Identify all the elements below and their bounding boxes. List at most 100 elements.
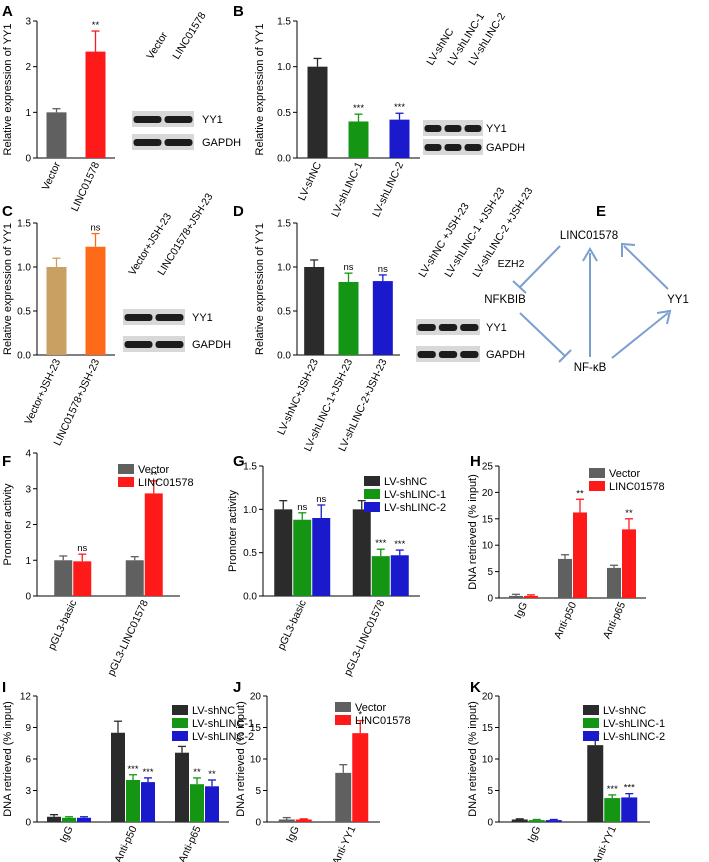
bar-LV-shLINC-1 — [62, 817, 76, 822]
x-tick-label: pGL3-LINC01578 — [105, 598, 151, 678]
chart-F: F 0 1 2 3 4 Promoter activity ns pGL3-basic ** pGL… — [2, 449, 194, 678]
bar-Vector — [558, 558, 572, 598]
significance-label: *** — [127, 764, 138, 775]
legend-swatch — [172, 718, 188, 728]
blot-band — [124, 314, 153, 321]
blot-band — [424, 144, 442, 151]
y-axis-label-J: DNA retrieved (% input) — [235, 701, 247, 817]
significance-label: ** — [150, 470, 158, 481]
y-tick-label: 0.0 — [277, 154, 291, 165]
y-tick-label: 5 — [255, 786, 261, 797]
bar-LV-shLINC-2 — [77, 817, 91, 822]
x-tick-label: Anti-p50 — [112, 824, 139, 862]
y-axis-label-H: DNA retrieved (% input) — [467, 474, 479, 590]
bar-Vector — [278, 819, 295, 822]
blot-row-label: YY1 — [486, 123, 507, 135]
legend-label: LINC01578 — [138, 477, 194, 489]
legend-label: LV-shLINC-2 — [603, 731, 665, 743]
significance-label: *** — [353, 103, 364, 114]
bar-LV-shNC — [511, 819, 528, 822]
legend-label: Vector — [355, 702, 387, 714]
blot-band — [133, 139, 162, 146]
x-tick-label: Anti-p65 — [176, 824, 203, 862]
significance-label: ns — [297, 502, 307, 513]
y-tick-label: 4 — [25, 449, 31, 460]
y-axis-label-F: Promoter activity — [2, 483, 14, 565]
y-tick-label: 15 — [482, 514, 494, 525]
y-tick-label: 1.5 — [277, 219, 291, 230]
panel-letter-D: D — [233, 203, 244, 220]
y-tick-label: 0 — [487, 818, 493, 829]
y-tick-label: 1.0 — [17, 263, 31, 274]
y-tick-label: 2 — [25, 62, 31, 73]
y-tick-label: 0 — [25, 592, 31, 603]
y-tick-label: 1 — [25, 108, 31, 119]
x-tick-label: LINC01578 — [69, 160, 102, 213]
bar-LV-shLINC-2 — [545, 820, 562, 822]
y-tick-label: 20 — [482, 488, 494, 499]
blot-row-label: GAPDH — [486, 349, 525, 361]
bar-LV-shLINC-2 — [390, 555, 409, 596]
bar-LV-shLINC-2 — [389, 119, 410, 158]
western-blot-A: Vector LINC01578 YY1 GAPDH — [132, 10, 241, 150]
bar-LINC01578 — [524, 595, 538, 598]
y-tick-label: 0 — [255, 818, 261, 829]
bar-Vector — [607, 567, 621, 598]
legend-swatch — [172, 705, 188, 715]
bar-Vector — [509, 595, 523, 598]
blot-band — [164, 116, 193, 123]
blot-band — [444, 144, 462, 151]
bar-LV-shLINC-2+JSH-23 — [372, 281, 393, 355]
node-yy1: YY1 — [667, 294, 689, 306]
significance-label: ns — [343, 262, 353, 273]
chart-B: B 0.0 0.5 1.0 1.5 Relative expression of YY1 L… — [233, 3, 420, 219]
bar-LINC01578 — [73, 561, 92, 596]
bar-LV-shNC+JSH-23 — [304, 267, 325, 355]
bar-LV-shLINC-2 — [205, 786, 219, 822]
blot-row-label: YY1 — [202, 114, 223, 126]
panel-letter-H: H — [470, 453, 481, 470]
y-tick-label: 25 — [482, 462, 494, 473]
panel-letter-G: G — [233, 453, 245, 470]
blot-row-label: GAPDH — [486, 142, 525, 154]
legend-swatch — [118, 464, 134, 474]
y-tick-label: 0 — [25, 818, 31, 829]
y-tick-label: 10 — [250, 755, 262, 766]
blot-band — [124, 341, 153, 348]
y-tick-label: 5 — [487, 786, 493, 797]
y-tick-label: 10 — [482, 541, 494, 552]
blot-lane-label: Vector — [144, 30, 170, 62]
panel-letter-C: C — [2, 203, 13, 220]
y-tick-label: 3 — [25, 786, 31, 797]
x-tick-label: Vector — [40, 160, 64, 193]
y-tick-label: 2 — [25, 520, 31, 531]
inhibit-bar-nfkbib — [512, 280, 527, 294]
y-tick-label: 10 — [482, 755, 494, 766]
y-tick-label: 15 — [250, 723, 262, 734]
node-linc01578: LINC01578 — [560, 230, 618, 242]
x-tick-label: LV-shNC — [296, 160, 324, 203]
y-axis-label-G: Promoter activity — [227, 490, 239, 572]
legend-swatch — [583, 731, 599, 741]
node-nfkb: NF-κB — [574, 362, 607, 374]
y-tick-label: 6 — [25, 755, 31, 766]
x-tick-label: pGL3-basic — [46, 598, 80, 652]
x-tick-label: IgG — [58, 824, 76, 844]
legend-swatch — [364, 502, 380, 512]
x-tick-label: Anti-p65 — [601, 600, 628, 641]
legend-swatch — [589, 481, 605, 491]
legend-swatch — [118, 477, 134, 487]
inhibit-bar-nfkb — [558, 349, 572, 363]
bar-LV-shNC — [352, 509, 371, 596]
legend-label: LV-shLINC-1 — [603, 718, 665, 730]
x-tick-label: Anti-YY1 — [330, 824, 358, 862]
y-tick-label: 1.5 — [243, 462, 257, 473]
x-tick-label: IgG — [512, 600, 530, 620]
legend-swatch — [364, 489, 380, 499]
legend-swatch — [335, 715, 351, 725]
blot-row-label: YY1 — [192, 312, 213, 324]
